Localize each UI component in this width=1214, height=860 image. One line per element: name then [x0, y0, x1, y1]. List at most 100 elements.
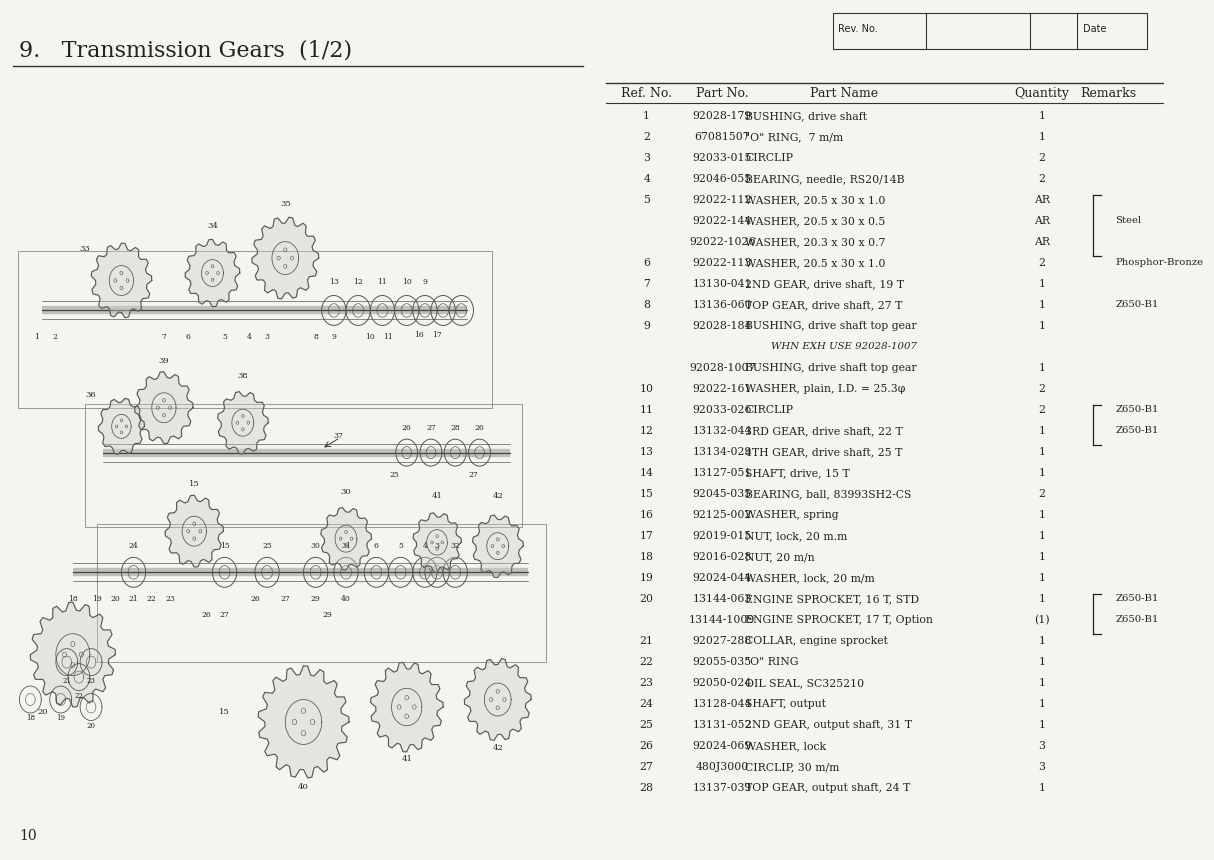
- Text: 8: 8: [643, 300, 651, 310]
- Polygon shape: [413, 513, 461, 573]
- Text: 12: 12: [353, 279, 363, 286]
- Text: Ref. No.: Ref. No.: [622, 87, 673, 100]
- Text: BEARING, ball, 83993SH2-CS: BEARING, ball, 83993SH2-CS: [745, 489, 912, 499]
- Polygon shape: [98, 398, 144, 455]
- Text: 92024-044: 92024-044: [693, 573, 751, 583]
- Text: NUT, lock, 20 m.m: NUT, lock, 20 m.m: [745, 531, 847, 541]
- Text: 10: 10: [19, 829, 36, 843]
- Polygon shape: [91, 243, 152, 317]
- Text: 92045-035: 92045-035: [693, 489, 751, 499]
- Text: 92022-144: 92022-144: [692, 216, 751, 226]
- Text: 5: 5: [222, 333, 227, 341]
- Text: SHAFT, drive, 15 T: SHAFT, drive, 15 T: [745, 468, 850, 478]
- Text: 4: 4: [246, 333, 251, 341]
- Text: 22: 22: [74, 692, 84, 700]
- Text: 92046-055: 92046-055: [693, 174, 751, 184]
- Text: 24: 24: [129, 543, 138, 550]
- Text: 27: 27: [640, 762, 653, 772]
- Text: 2ND GEAR, drive shaft, 19 T: 2ND GEAR, drive shaft, 19 T: [745, 280, 904, 289]
- Text: 92125-002: 92125-002: [692, 510, 751, 520]
- Text: 2: 2: [52, 333, 57, 341]
- Text: CIRCLIP: CIRCLIP: [745, 153, 794, 163]
- Text: CIRCLIP, 30 m/m: CIRCLIP, 30 m/m: [745, 762, 840, 772]
- Text: 20: 20: [640, 594, 653, 605]
- Text: 11: 11: [640, 405, 653, 415]
- Text: 1: 1: [1038, 468, 1045, 478]
- Text: 3RD GEAR, drive shaft, 22 T: 3RD GEAR, drive shaft, 22 T: [745, 427, 903, 436]
- Text: 28: 28: [640, 783, 653, 793]
- Text: Z650-B1: Z650-B1: [1116, 427, 1158, 435]
- Text: 40: 40: [299, 783, 308, 791]
- Text: 20: 20: [38, 709, 47, 716]
- Text: 67081507: 67081507: [694, 132, 750, 142]
- Text: 20: 20: [110, 595, 120, 603]
- Text: 1: 1: [1038, 321, 1045, 331]
- Text: WASHER, plain, I.D. = 25.3φ: WASHER, plain, I.D. = 25.3φ: [745, 384, 906, 394]
- Text: COLLAR, engine sprocket: COLLAR, engine sprocket: [745, 636, 889, 646]
- Text: WHN EXH USE 92028-1007: WHN EXH USE 92028-1007: [771, 342, 918, 351]
- Text: BUSHING, drive shaft: BUSHING, drive shaft: [745, 111, 868, 121]
- Text: Phosphor-Bronze: Phosphor-Bronze: [1116, 258, 1203, 267]
- Text: 92028-184: 92028-184: [692, 321, 751, 331]
- Text: 37: 37: [334, 432, 344, 439]
- Text: 28: 28: [450, 424, 460, 433]
- Text: 26: 26: [202, 611, 211, 619]
- Polygon shape: [370, 662, 443, 752]
- Text: 17: 17: [432, 330, 442, 339]
- Text: 27: 27: [220, 611, 229, 619]
- Text: 24: 24: [640, 699, 653, 710]
- Text: 14: 14: [640, 468, 653, 478]
- Text: 9: 9: [643, 321, 649, 331]
- Text: 13: 13: [640, 447, 653, 458]
- Polygon shape: [185, 239, 239, 307]
- Text: 1: 1: [1038, 531, 1045, 541]
- Polygon shape: [320, 507, 371, 570]
- Text: 39: 39: [159, 357, 169, 365]
- Text: 34: 34: [208, 222, 217, 230]
- Text: 27: 27: [469, 470, 478, 478]
- Text: OIL SEAL, SC325210: OIL SEAL, SC325210: [745, 679, 864, 688]
- Text: Part No.: Part No.: [696, 87, 749, 100]
- Polygon shape: [259, 666, 350, 777]
- Text: 31: 31: [341, 543, 351, 550]
- Text: 41: 41: [402, 755, 412, 763]
- Text: 1: 1: [1038, 636, 1045, 646]
- Text: 92028-179: 92028-179: [692, 111, 751, 121]
- Text: 23: 23: [86, 677, 96, 685]
- Text: 1: 1: [1038, 132, 1045, 142]
- Text: 42: 42: [493, 492, 503, 500]
- Text: AR: AR: [1034, 195, 1050, 206]
- Text: ENGINE SPROCKET, 16 T, STD: ENGINE SPROCKET, 16 T, STD: [745, 594, 919, 605]
- Text: ENGINE SPROCKET, 17 T, Option: ENGINE SPROCKET, 17 T, Option: [745, 615, 934, 625]
- Text: 40: 40: [341, 595, 351, 603]
- Text: 13144-063: 13144-063: [692, 594, 751, 605]
- Text: 6: 6: [374, 543, 379, 550]
- Text: 92050-024: 92050-024: [692, 679, 751, 688]
- Text: WASHER, lock, 20 m/m: WASHER, lock, 20 m/m: [745, 573, 875, 583]
- Text: 12: 12: [640, 427, 653, 436]
- Text: 26: 26: [250, 595, 260, 603]
- Text: 25: 25: [640, 720, 653, 730]
- Text: 15: 15: [220, 709, 229, 716]
- Text: 17: 17: [640, 531, 653, 541]
- Text: 36: 36: [86, 390, 96, 398]
- Text: (1): (1): [1034, 615, 1050, 625]
- Polygon shape: [135, 372, 193, 444]
- Text: TOP GEAR, drive shaft, 27 T: TOP GEAR, drive shaft, 27 T: [745, 300, 903, 310]
- Text: 92033-015: 92033-015: [692, 153, 751, 163]
- Text: 25: 25: [262, 543, 272, 550]
- Text: Remarks: Remarks: [1080, 87, 1136, 100]
- Text: 1: 1: [1038, 594, 1045, 605]
- Text: 15: 15: [220, 543, 229, 550]
- Text: 2: 2: [1038, 153, 1045, 163]
- Text: Z650-B1: Z650-B1: [1116, 405, 1158, 415]
- Text: 29: 29: [323, 611, 333, 619]
- Text: 2: 2: [1038, 384, 1045, 394]
- Text: 26: 26: [640, 741, 653, 751]
- Text: 480J3000: 480J3000: [696, 762, 749, 772]
- Text: 41: 41: [432, 492, 442, 500]
- Text: 32: 32: [450, 543, 460, 550]
- Text: 13144-1009: 13144-1009: [690, 615, 755, 625]
- Text: 1: 1: [1038, 280, 1045, 289]
- Text: 27: 27: [280, 595, 290, 603]
